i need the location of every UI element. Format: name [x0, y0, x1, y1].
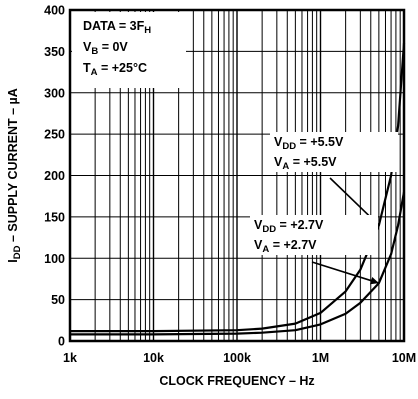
series-pointer-head	[369, 276, 379, 285]
series-label: VA = +2.7V	[254, 238, 317, 255]
conditions-box	[72, 12, 186, 88]
y-axis-title: IDD – SUPPLY CURRENT – µA	[6, 88, 23, 262]
axis-titles: CLOCK FREQUENCY – Hz IDD – SUPPLY CURRENT…	[6, 88, 315, 388]
y-tick-label: 350	[44, 45, 65, 59]
y-tick-label: 400	[44, 4, 65, 18]
series-label: VDD = +5.5V	[274, 135, 344, 152]
series-line-2	[70, 191, 406, 336]
x-tick-label: 10M	[392, 351, 416, 365]
series-label-box	[270, 132, 398, 172]
x-tick-label: 100k	[223, 351, 251, 365]
y-tick-label: 150	[44, 210, 65, 224]
plot-frame	[68, 8, 406, 343]
y-tick-label: 200	[44, 169, 65, 183]
condition-label: TA = +25°C	[83, 61, 147, 78]
annotations: DATA = 3FH VB = 0V TA = +25°C VDD = +5.5V VA…	[83, 19, 398, 285]
condition-label: DATA = 3FH	[83, 19, 151, 36]
y-tick-label: 250	[44, 128, 65, 142]
x-tick-label: 1M	[312, 351, 329, 365]
y-tick-label: 0	[58, 335, 65, 349]
y-tick-label: 50	[51, 293, 65, 307]
y-tick-label: 100	[44, 252, 65, 266]
series-pointer	[311, 261, 380, 284]
x-axis-title: CLOCK FREQUENCY – Hz	[159, 374, 314, 388]
series-label-box	[250, 215, 378, 255]
condition-label: VB = 0V	[83, 40, 128, 57]
grid	[70, 10, 404, 341]
series-label: VA = +5.5V	[274, 155, 337, 172]
y-tick-label: 300	[44, 86, 65, 100]
tick-labels: 0 50 100 150 200 250 300 350 400 1k 10k 100k 1M 10M	[44, 4, 416, 366]
x-tick-label: 1k	[63, 351, 77, 365]
series-label: VDD = +2.7V	[254, 218, 324, 235]
x-tick-label: 10k	[143, 351, 164, 365]
plot-border	[68, 8, 406, 343]
